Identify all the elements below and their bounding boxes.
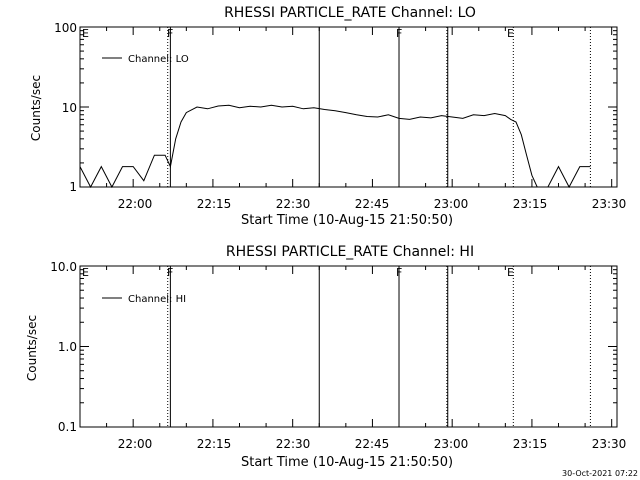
panel-lo-xtick-label-2200: 22:00 — [118, 197, 153, 211]
panel-hi-xtick-label-2215: 22:15 — [197, 437, 232, 451]
panel-lo-ytick-label-10: 10 — [62, 101, 77, 115]
panel-lo-marks — [79, 26, 617, 189]
panel-hi-xtick-label-2300: 23:00 — [434, 437, 469, 451]
panel-lo-ylabel: Counts/sec — [29, 75, 43, 141]
panel-hi-xlabel: Start Time (10-Aug-15 21:50:50) — [241, 455, 453, 470]
panel-hi: RHESSI PARTICLE_RATE Channel: HI Counts/… — [25, 244, 626, 470]
panel-lo-xtick-label-2230: 22:30 — [276, 197, 311, 211]
panel-hi-ytick-label-0.1: 0.1 — [58, 420, 77, 434]
panel-lo-legend-label: Channel: LO — [128, 54, 189, 65]
panel-hi-ytick-label-10.0: 10.0 — [50, 260, 77, 274]
panel-hi-title: RHESSI PARTICLE_RATE Channel: HI — [226, 244, 474, 260]
panel-lo-title: RHESSI PARTICLE_RATE Channel: LO — [224, 5, 476, 21]
panel-lo-ytick-label-1: 1 — [69, 180, 77, 194]
panel-hi-xtick-label-2200: 22:00 — [118, 437, 153, 451]
panel-lo-annotation-e1: E — [82, 27, 89, 40]
panel-lo-xlabel: Start Time (10-Aug-15 21:50:50) — [241, 213, 453, 228]
panel-hi-xtick-label-2245: 22:45 — [355, 437, 390, 451]
panel-lo-frame — [79, 26, 618, 188]
series-line-0 — [79, 104, 591, 189]
panel-lo-xtick-label-2245: 22:45 — [355, 197, 390, 211]
panel-hi-ylabel: Counts/sec — [25, 315, 39, 381]
panel-hi-ytick-label-1.0: 1.0 — [58, 340, 77, 354]
panel-hi-annotation-e1: E — [82, 266, 89, 279]
panel-hi-xtick-label-2330: 23:30 — [592, 437, 627, 451]
panel-hi-frame — [79, 265, 618, 428]
panel-hi-xtick-label-2230: 22:30 — [276, 437, 311, 451]
panel-hi-annotation-e2: E — [507, 266, 514, 279]
timestamp: 30-Oct-2021 07:22 — [562, 469, 638, 478]
panel-lo-xtick-label-2300: 23:00 — [434, 197, 469, 211]
panel-lo-xtick-label-2215: 22:15 — [197, 197, 232, 211]
panel-lo-xtick-label-2330: 23:30 — [592, 197, 627, 211]
panel-lo: RHESSI PARTICLE_RATE Channel: LO Counts/… — [29, 5, 626, 228]
panel-lo-annotation-e2: E — [507, 27, 514, 40]
panel-lo-xtick-label-2315: 23:15 — [513, 197, 548, 211]
panel-hi-legend-label: Channel: HI — [128, 294, 186, 305]
panel-hi-marks — [79, 265, 617, 428]
panel-lo-ytick-label-100: 100 — [54, 21, 77, 35]
panel-hi-xtick-label-2315: 23:15 — [513, 437, 548, 451]
